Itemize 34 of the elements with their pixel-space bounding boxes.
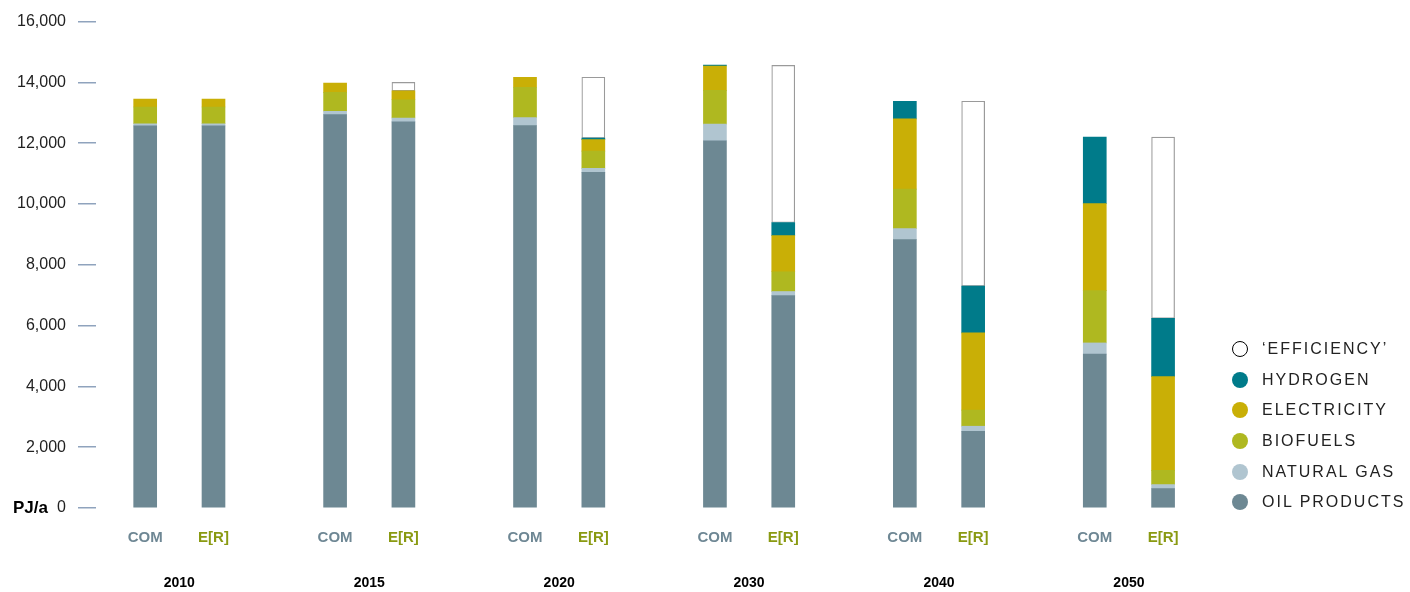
x-tick-label: E[R] xyxy=(577,528,609,546)
y-tick-label: 14,000 xyxy=(17,72,67,90)
y-tick-label: 0 xyxy=(57,498,67,516)
legend-label: BIOFUELS xyxy=(1262,432,1358,451)
y-tick-label: 6,000 xyxy=(25,316,67,334)
x-tick-label: E[R] xyxy=(388,528,419,546)
y-tick-label: 12,000 xyxy=(17,133,67,151)
text: ‘EFFICIENCY’ xyxy=(1262,340,1389,359)
legend-label: HYDROGEN xyxy=(1262,370,1371,389)
y-tick-label: 16,000 xyxy=(17,12,67,30)
x-tick-label: COM xyxy=(317,528,353,546)
legend-label: OIL PRODUCTS xyxy=(1262,493,1406,512)
text: 2050 xyxy=(1113,573,1145,590)
x-tick-label: E[R] xyxy=(1147,528,1179,546)
x-tick-label: COM xyxy=(507,528,543,546)
x-tick-label: E[R] xyxy=(198,528,229,546)
legend-label: NATURAL GAS xyxy=(1262,462,1396,481)
y-axis-title: PJ/a xyxy=(13,497,49,517)
text: 2010 xyxy=(163,573,196,590)
y-tick-label: 2,000 xyxy=(25,437,67,455)
x-tick-label: COM xyxy=(127,528,163,546)
text: 2040 xyxy=(923,573,955,590)
y-tick-label: 4,000 xyxy=(25,376,67,394)
x-tick-label: COM xyxy=(697,528,733,546)
text: 2020 xyxy=(543,573,575,590)
y-tick-label: 8,000 xyxy=(25,255,67,273)
text: 2030 xyxy=(733,573,765,590)
text: 2015 xyxy=(353,573,386,590)
legend-label: ELECTRICITY xyxy=(1262,401,1389,420)
y-tick-label: 10,000 xyxy=(17,194,67,212)
x-tick-label: E[R] xyxy=(767,528,799,546)
x-tick-label: COM xyxy=(887,528,923,546)
x-tick-label: E[R] xyxy=(957,528,989,546)
x-tick-label: COM xyxy=(1077,528,1113,546)
